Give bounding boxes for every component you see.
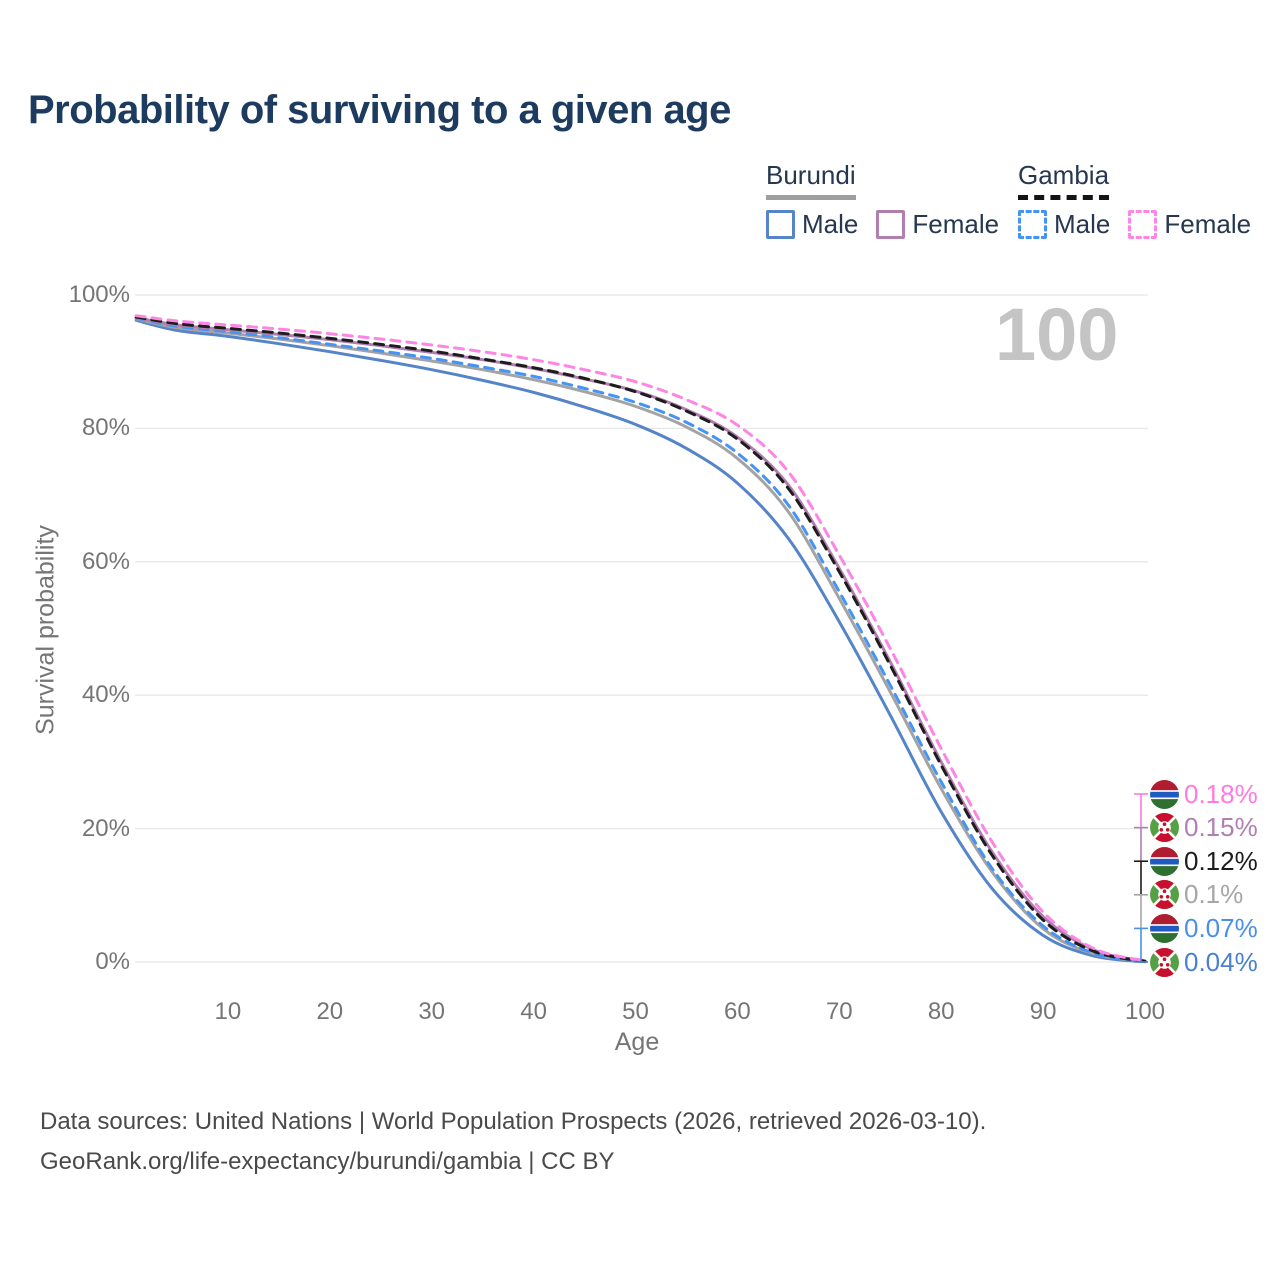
- x-tick-label: 90: [1029, 998, 1057, 1025]
- legend-title-burundi[interactable]: Burundi: [766, 160, 856, 200]
- age-watermark: 100: [995, 293, 1119, 376]
- legend-item-gambia-female[interactable]: Female: [1128, 209, 1251, 240]
- burundi-flag-icon: [1150, 880, 1179, 910]
- x-tick-label: 10: [214, 998, 242, 1025]
- legend-label: Female: [1164, 209, 1252, 239]
- curve-gambia-male[interactable]: [134, 316, 1147, 964]
- end-label-gambia-female: 0.18%: [1150, 777, 1258, 811]
- y-tick-label: 20%: [81, 814, 130, 842]
- legend-item-burundi-male[interactable]: Male: [766, 209, 858, 240]
- end-label-value: 0.12%: [1184, 845, 1258, 876]
- gambia-flag-icon: [1150, 779, 1179, 809]
- end-label-value: 0.15%: [1184, 812, 1258, 843]
- curve-gambia-both-sexes-[interactable]: [134, 315, 1147, 963]
- x-tick-label: 50: [622, 998, 649, 1025]
- end-label-gambia-male: 0.07%: [1150, 911, 1258, 945]
- gambia-flag-icon: [1150, 913, 1179, 943]
- legend-item-burundi-female[interactable]: Female: [876, 209, 999, 240]
- data-sources-line: Data sources: United Nations | World Pop…: [40, 1108, 987, 1135]
- y-axis-title: Survival probability: [31, 525, 60, 735]
- x-tick-label: 30: [418, 998, 446, 1025]
- x-tick-label: 100: [1124, 998, 1166, 1025]
- legend-label: Male: [802, 209, 859, 239]
- end-label-value: 0.07%: [1184, 912, 1258, 943]
- burundi-female-checkbox[interactable]: [876, 210, 906, 239]
- burundi-flag-icon: [1150, 813, 1179, 843]
- end-label-value: 0.18%: [1184, 778, 1258, 809]
- x-axis-title: Age: [614, 1028, 660, 1056]
- x-tick-label: 70: [825, 998, 853, 1025]
- y-tick-label: 100%: [68, 281, 130, 308]
- legend-label: Female: [912, 209, 1000, 239]
- curve-burundi-female[interactable]: [134, 316, 1147, 963]
- x-tick-label: 20: [316, 998, 344, 1025]
- end-label-burundi-male: 0.04%: [1150, 945, 1258, 979]
- x-tick-label: 80: [927, 998, 955, 1025]
- end-label-burundi-all: 0.1%: [1150, 878, 1243, 912]
- y-tick-label: 60%: [81, 547, 130, 575]
- legend-group-burundi: Burundi Male Female: [766, 160, 999, 240]
- curve-burundi-both-sexes-[interactable]: [134, 317, 1147, 963]
- y-tick-label: 80%: [81, 414, 130, 442]
- burundi-male-checkbox[interactable]: [766, 210, 795, 239]
- burundi-flag-icon: [1150, 947, 1179, 977]
- legend-label: Male: [1054, 209, 1111, 239]
- end-label-burundi-female: 0.15%: [1150, 811, 1258, 845]
- end-label-gambia-all: 0.12%: [1150, 844, 1258, 878]
- end-label-value: 0.04%: [1184, 946, 1258, 977]
- y-tick-label: 40%: [81, 681, 130, 709]
- curve-burundi-male[interactable]: [134, 318, 1147, 964]
- gambia-female-checkbox[interactable]: [1128, 210, 1158, 239]
- end-label-value: 0.1%: [1184, 879, 1244, 910]
- curve-gambia-female[interactable]: [134, 314, 1147, 963]
- legend-item-gambia-male[interactable]: Male: [1018, 209, 1110, 240]
- legend-group-gambia: Gambia Male Female: [1018, 160, 1251, 240]
- y-tick-label: 0%: [95, 948, 130, 975]
- attribution-line: GeoRank.org/life-expectancy/burundi/gamb…: [40, 1148, 615, 1175]
- x-tick-label: 40: [520, 998, 547, 1025]
- gambia-male-checkbox[interactable]: [1018, 210, 1047, 239]
- gambia-flag-icon: [1150, 846, 1179, 876]
- legend-title-gambia[interactable]: Gambia: [1018, 160, 1110, 200]
- page-title: Probability of surviving to a given age: [28, 88, 731, 132]
- x-tick-label: 60: [724, 998, 751, 1025]
